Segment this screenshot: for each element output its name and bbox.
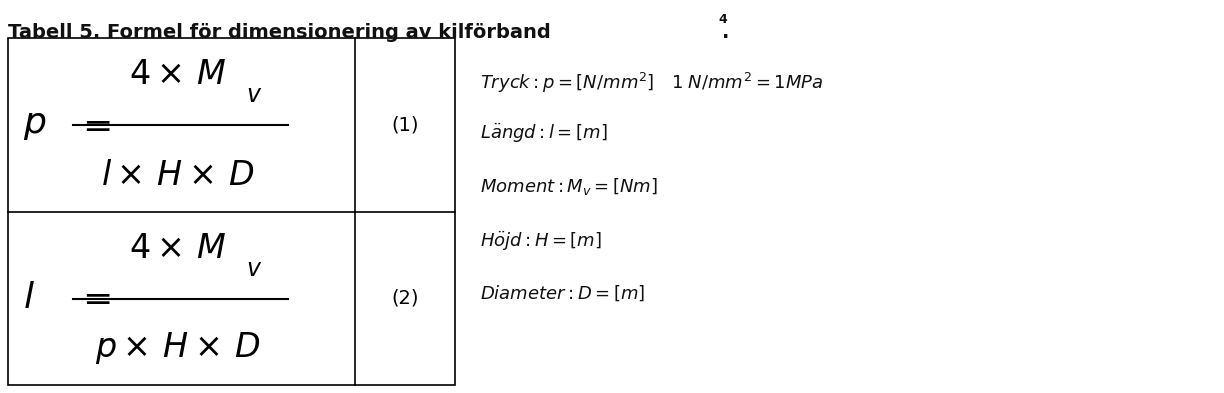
Text: $\mathit{p} \times \, H \times \, D$: $\mathit{p} \times \, H \times \, D$ — [95, 331, 261, 367]
Text: $\mathit{v}$: $\mathit{v}$ — [246, 83, 262, 107]
Text: (1): (1) — [392, 116, 419, 134]
Text: Tabell 5. Formel för dimensionering av kilförband: Tabell 5. Formel för dimensionering av k… — [9, 23, 551, 42]
Bar — [9, 38, 455, 385]
Text: $\mathit{v}$: $\mathit{v}$ — [246, 257, 262, 281]
Text: $\mathit{l} \times \, H \times \, D$: $\mathit{l} \times \, H \times \, D$ — [102, 158, 255, 191]
Text: $\mathit{Moment : M_{v} =}\left[\mathit{Nm}\right]$: $\mathit{Moment : M_{v} =}\left[\mathit{… — [480, 176, 657, 196]
Text: $=$: $=$ — [75, 108, 110, 142]
Text: 4: 4 — [718, 13, 727, 26]
Text: $\mathit{l}$: $\mathit{l}$ — [23, 281, 34, 316]
Text: $\mathit{p}$: $\mathit{p}$ — [23, 108, 47, 142]
Text: .: . — [722, 23, 730, 42]
Text: (2): (2) — [392, 289, 419, 308]
Text: $\mathit{Diameter : D =}\left[\mathit{m}\right]$: $\mathit{Diameter : D =}\left[\mathit{m}… — [480, 283, 645, 303]
Text: $\mathit{H\ddot{o}jd : H =}\left[\mathit{m}\right]$: $\mathit{H\ddot{o}jd : H =}\left[\mathit… — [480, 230, 602, 253]
Text: $4 \times \, M$: $4 \times \, M$ — [130, 59, 226, 92]
Text: $4 \times \, M$: $4 \times \, M$ — [130, 232, 226, 265]
Text: $\mathit{L\ddot{a}ngd : l =}\left[\mathit{m}\right]$: $\mathit{L\ddot{a}ngd : l =}\left[\mathi… — [480, 121, 607, 145]
Text: $=$: $=$ — [75, 281, 110, 316]
Text: $\mathit{Tryck : p =}$$\left[\mathit{N / mm^{2}}\right]$$\quad\mathit{1 \; N /mm: $\mathit{Tryck : p =}$$\left[\mathit{N /… — [480, 71, 824, 95]
